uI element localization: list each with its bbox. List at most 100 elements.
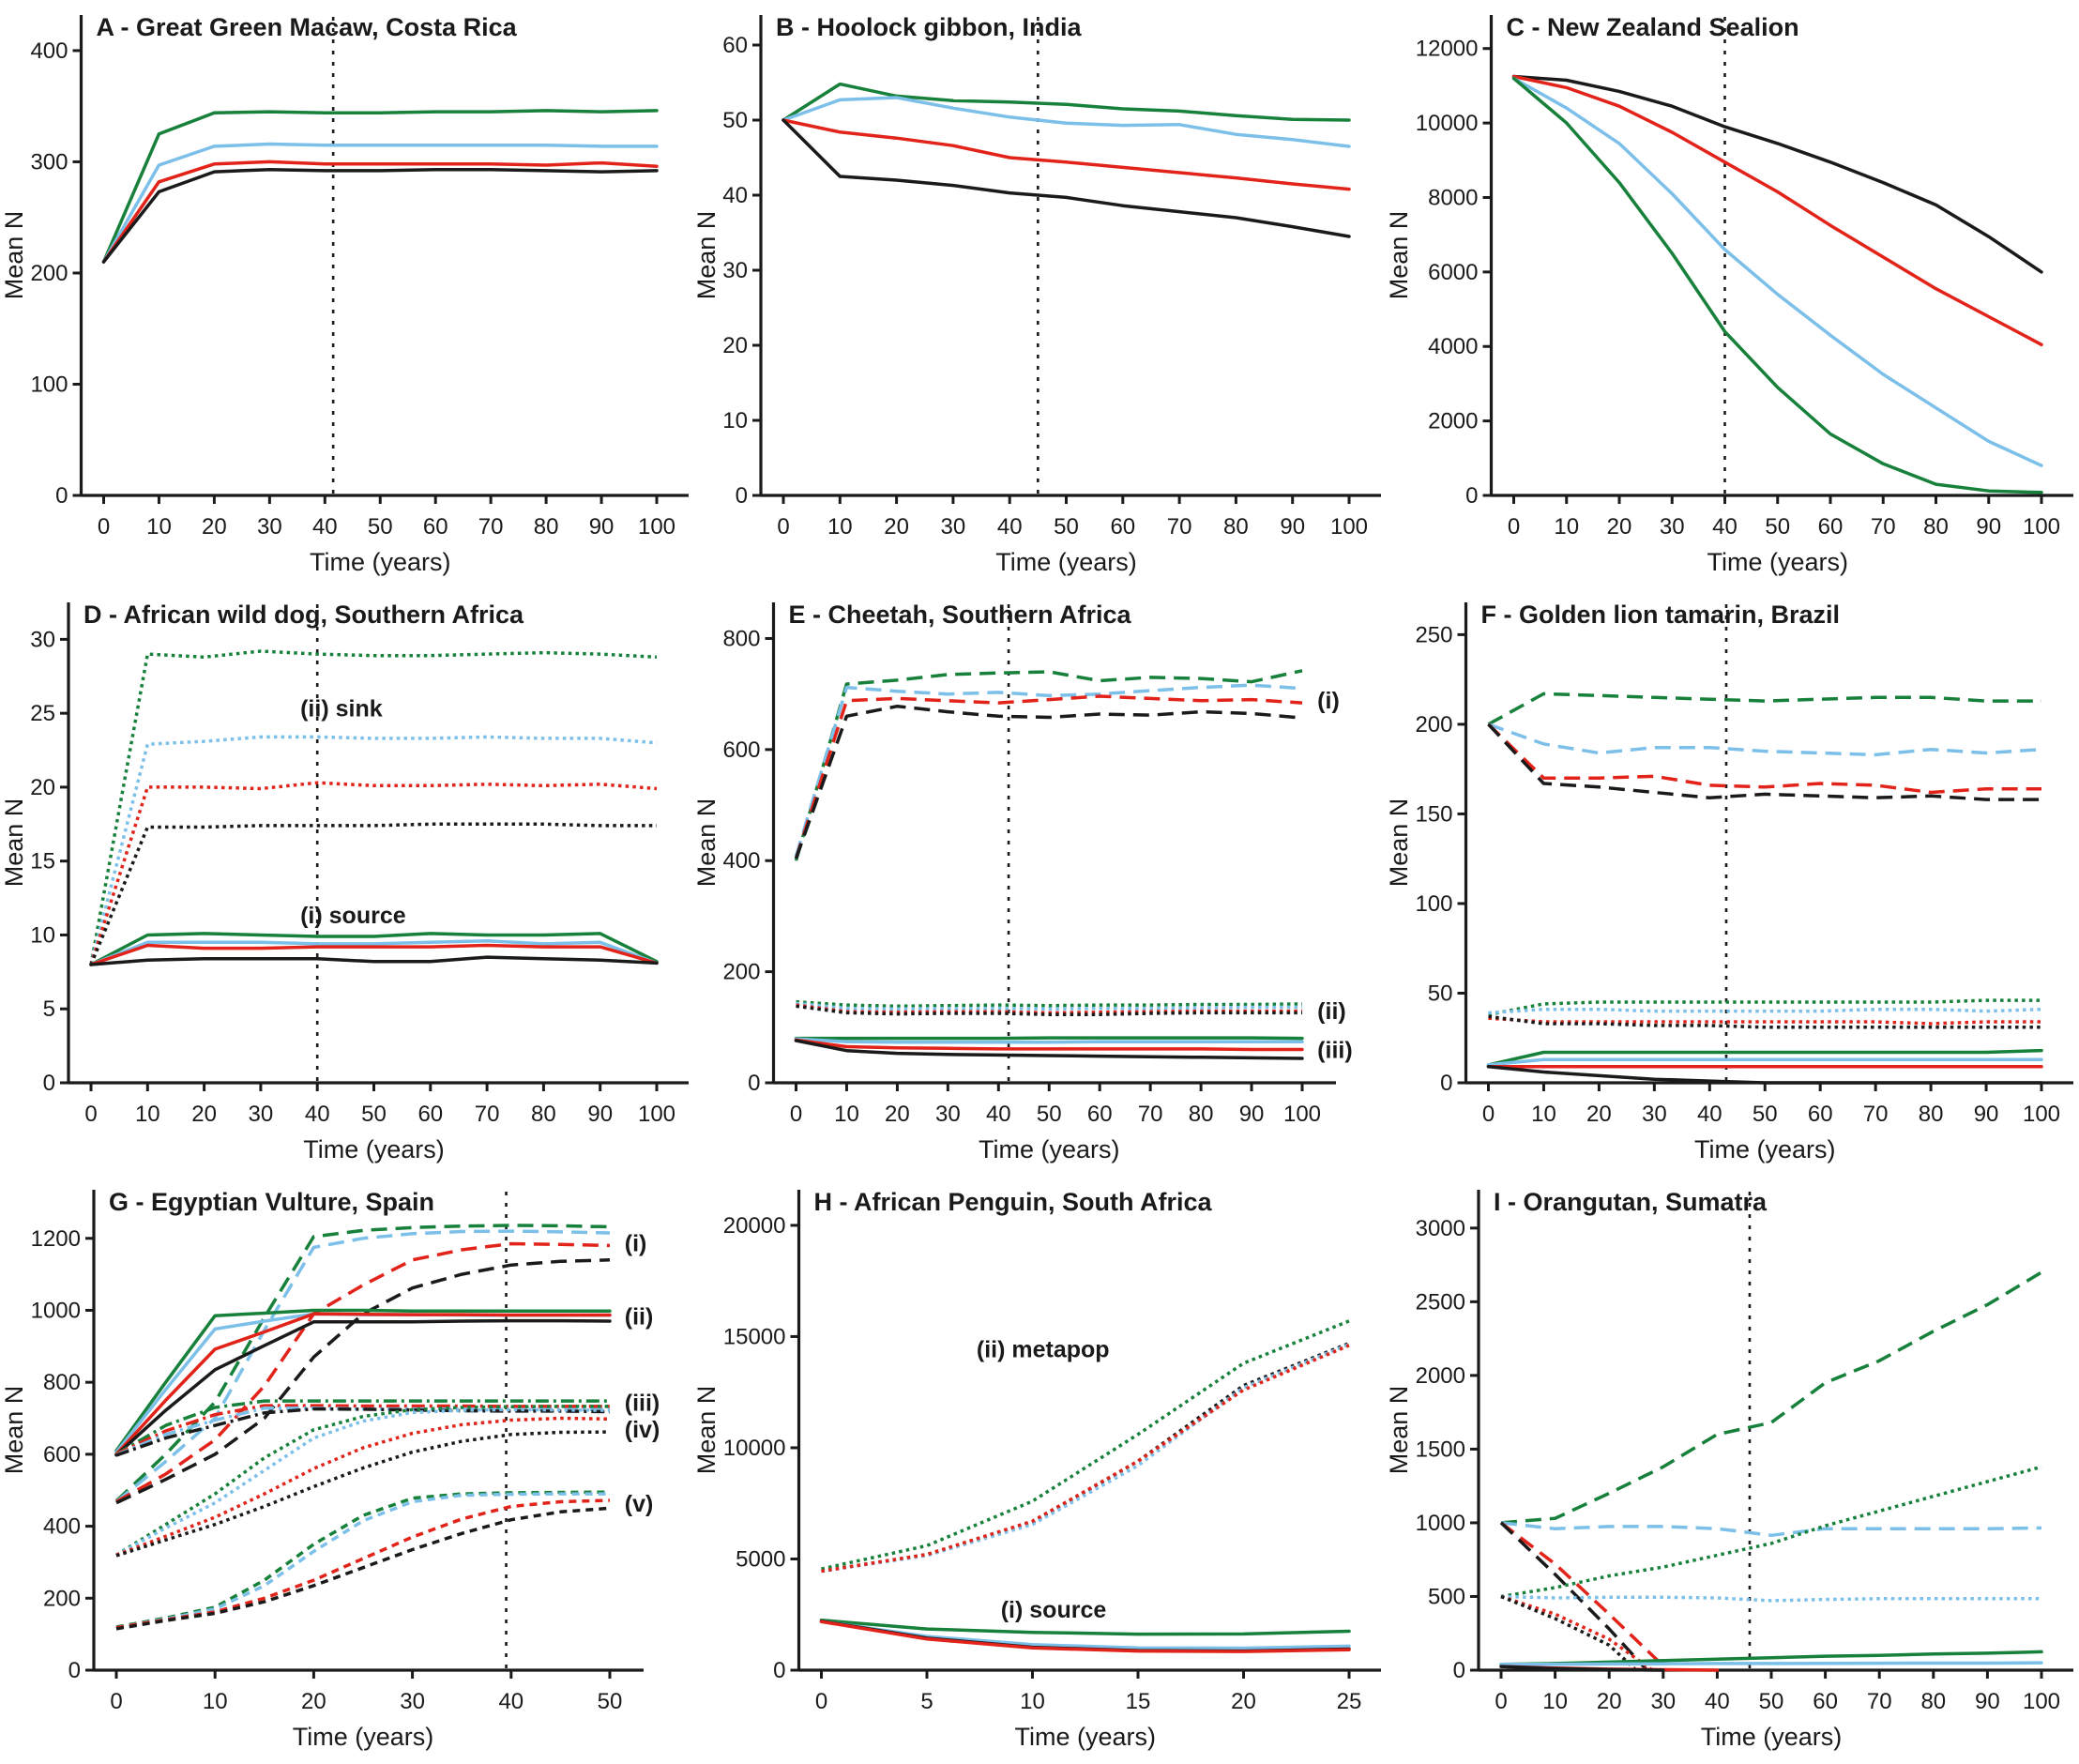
x-tick-label: 90 bbox=[587, 1102, 613, 1127]
series-black-dot bbox=[89, 822, 657, 966]
y-tick-label: 100 bbox=[30, 372, 68, 397]
y-tick-label: 800 bbox=[722, 626, 760, 651]
annotation-label: (iii) bbox=[1317, 1038, 1353, 1064]
series-green-solid bbox=[794, 1036, 1304, 1041]
y-tick-label: 12000 bbox=[1416, 37, 1479, 62]
y-tick-label: 50 bbox=[722, 108, 748, 133]
series-black-dot bbox=[1500, 1594, 1638, 1672]
y-axis-label: Mean N bbox=[692, 1386, 721, 1475]
y-axis-label: Mean N bbox=[1385, 1386, 1413, 1475]
panel-F-chart: 0 50 100 150 200 250 0 10 20 30 40 50 60 70 80 90 100 Tim… bbox=[1385, 601, 2073, 1163]
y-tick-label: 300 bbox=[30, 149, 68, 175]
x-tick-label: 0 bbox=[1495, 1689, 1507, 1714]
annotation-label: (ii) metapop bbox=[977, 1337, 1110, 1363]
series-green-solid bbox=[114, 1308, 612, 1452]
y-tick-label: 800 bbox=[43, 1370, 81, 1395]
x-axis-label: Time (years) bbox=[979, 1135, 1120, 1163]
y-tick-label: 6000 bbox=[1428, 260, 1478, 285]
x-tick-label: 20 bbox=[301, 1689, 326, 1714]
panel-C-chart: 0 2000 4000 6000 8000 10000 12000 0 10 20 30 40 50 60… bbox=[1385, 13, 2073, 576]
panel-title: A - Great Green Macaw, Costa Rica bbox=[97, 13, 518, 41]
x-tick-label: 80 bbox=[534, 514, 559, 540]
series-lightblue-solid bbox=[1511, 76, 2043, 467]
series-green-solid bbox=[782, 82, 1351, 122]
series-red-dot bbox=[89, 781, 658, 966]
series-lightblue-dot bbox=[796, 1001, 1302, 1011]
y-tick-label: 0 bbox=[68, 1658, 81, 1683]
x-tick-label: 20 bbox=[202, 514, 227, 540]
x-tick-label: 100 bbox=[638, 1102, 675, 1127]
x-tick-label: 20 bbox=[1597, 1689, 1622, 1714]
series-red-dot bbox=[115, 1416, 611, 1557]
annotation-label: (ii) bbox=[625, 1303, 654, 1330]
x-tick-label: 0 bbox=[777, 514, 789, 540]
series-green-solid bbox=[101, 109, 659, 264]
x-axis-label: Time (years) bbox=[995, 548, 1137, 576]
x-tick-label: 90 bbox=[1976, 514, 2001, 540]
x-tick-label: 0 bbox=[84, 1102, 97, 1127]
series-green-dot bbox=[1500, 1465, 2042, 1599]
series-black-long bbox=[1487, 722, 2041, 801]
series-red-solid bbox=[114, 1312, 612, 1456]
x-tick-label: 50 bbox=[1054, 514, 1079, 540]
x-tick-label: 100 bbox=[638, 514, 675, 540]
x-tick-label: 70 bbox=[1167, 514, 1192, 540]
series-black-long bbox=[1499, 1521, 1648, 1672]
x-tick-label: 80 bbox=[1189, 1102, 1214, 1127]
y-axis-label: Mean N bbox=[1385, 798, 1413, 888]
x-tick-label: 100 bbox=[1283, 1102, 1321, 1127]
y-tick-label: 10 bbox=[30, 922, 55, 948]
y-tick-label: 200 bbox=[30, 261, 68, 286]
x-tick-label: 10 bbox=[135, 1102, 160, 1127]
annotation-label: (iv) bbox=[625, 1417, 660, 1443]
panel-F: 0 50 100 150 200 250 0 10 20 30 40 50 60 70 80 90 100 Tim… bbox=[1385, 587, 2077, 1175]
annotation-label: (i) source bbox=[300, 903, 406, 929]
x-tick-label: 60 bbox=[1087, 1102, 1113, 1127]
series-lightblue-solid bbox=[1486, 1057, 2043, 1067]
series-lightblue-long bbox=[794, 683, 1303, 858]
series-lightblue-short bbox=[115, 1492, 610, 1630]
x-tick-label: 10 bbox=[1020, 1689, 1045, 1714]
y-tick-label: 40 bbox=[722, 183, 748, 208]
y-tick-label: 2500 bbox=[1416, 1289, 1465, 1315]
x-tick-label: 50 bbox=[1753, 1102, 1778, 1127]
y-axis-label: Mean N bbox=[692, 211, 721, 300]
x-tick-label: 10 bbox=[1531, 1102, 1556, 1127]
series-green-dot bbox=[115, 1405, 610, 1557]
series-green-solid bbox=[1511, 76, 2043, 494]
series-red-dot bbox=[796, 1003, 1302, 1015]
y-tick-label: 600 bbox=[722, 738, 760, 763]
y-tick-label: 0 bbox=[748, 1071, 760, 1096]
x-tick-label: 0 bbox=[110, 1689, 122, 1714]
y-tick-label: 0 bbox=[773, 1658, 785, 1683]
panel-I: 0 500 1000 1500 2000 2500 3000 0 10 20 30 40 50 60 70 8… bbox=[1385, 1175, 2077, 1762]
x-tick-label: 70 bbox=[475, 1102, 500, 1127]
x-tick-label: 50 bbox=[1037, 1102, 1062, 1127]
series-red-solid bbox=[1511, 74, 2043, 347]
series-green-solid bbox=[1486, 1048, 2043, 1067]
series-red-solid bbox=[782, 118, 1351, 191]
y-tick-label: 25 bbox=[30, 701, 55, 726]
panel-title: I - Orangutan, Sumatra bbox=[1494, 1188, 1768, 1216]
series-red-solid bbox=[819, 1620, 1351, 1653]
y-tick-label: 1000 bbox=[1416, 1511, 1465, 1536]
y-tick-label: 1000 bbox=[31, 1298, 81, 1323]
panel-title: B - Hoolock gibbon, India bbox=[776, 13, 1082, 41]
series-lightblue-solid bbox=[1499, 1661, 2043, 1666]
x-tick-label: 30 bbox=[1660, 514, 1685, 540]
y-axis-label: Mean N bbox=[0, 1386, 28, 1475]
x-tick-label: 30 bbox=[1650, 1689, 1676, 1714]
series-green-dot bbox=[796, 999, 1303, 1009]
x-tick-label: 50 bbox=[1759, 1689, 1784, 1714]
series-black-long bbox=[794, 704, 1303, 859]
x-tick-label: 30 bbox=[257, 514, 282, 540]
y-tick-label: 200 bbox=[722, 960, 760, 985]
y-tick-label: 8000 bbox=[1428, 185, 1478, 210]
y-tick-label: 4000 bbox=[1428, 334, 1478, 359]
panel-title: C - New Zealand Sealion bbox=[1507, 13, 1799, 41]
y-tick-label: 5000 bbox=[736, 1546, 785, 1572]
panel-title: G - Egyptian Vulture, Spain bbox=[109, 1188, 434, 1216]
series-red-long bbox=[794, 694, 1303, 859]
y-tick-label: 1500 bbox=[1416, 1437, 1465, 1462]
